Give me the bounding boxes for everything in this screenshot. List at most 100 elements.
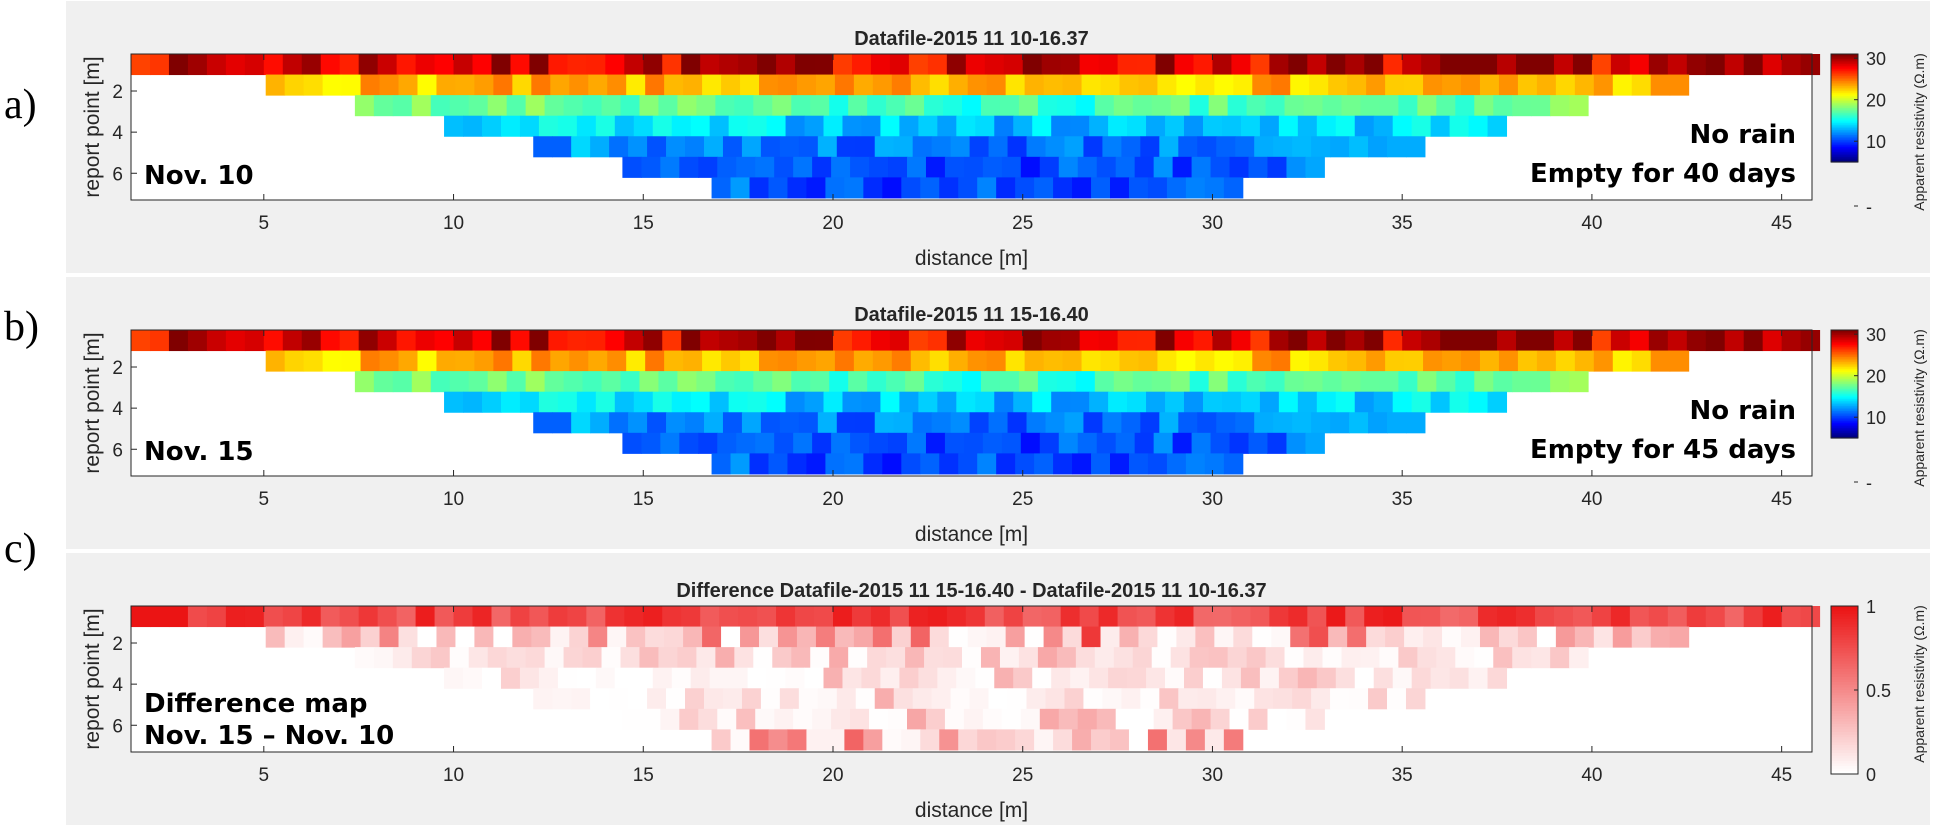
heatmap-cell	[1650, 626, 1671, 648]
heatmap-cell	[1366, 350, 1386, 372]
heatmap-cell	[398, 626, 418, 648]
colorbar-swatch	[1831, 758, 1858, 762]
heatmap-cell	[434, 330, 455, 352]
colorbar-swatch	[1831, 655, 1858, 660]
heatmap-cell	[1392, 115, 1413, 137]
x-tick-label: 20	[822, 489, 843, 510]
colorbar-swatch	[1831, 745, 1858, 749]
heatmap-cell	[1151, 647, 1172, 669]
heatmap-cell	[662, 54, 682, 76]
heatmap-cell	[1290, 74, 1310, 96]
heatmap-cell	[777, 626, 798, 648]
heatmap-cell	[1013, 115, 1033, 137]
heatmap-cell	[851, 606, 872, 628]
heatmap-cell	[487, 371, 508, 393]
heatmap-cell	[1341, 647, 1361, 669]
heatmap-cell	[1648, 54, 1669, 76]
heatmap-cell	[628, 688, 648, 710]
heatmap-cell	[984, 54, 1005, 76]
heatmap-cell	[1335, 115, 1356, 137]
colorbar-swatch	[1831, 392, 1858, 395]
heatmap-cell	[709, 667, 730, 689]
heatmap-cell	[1648, 606, 1669, 628]
heatmap-cell	[1189, 95, 1210, 117]
colorbar-swatch	[1831, 619, 1858, 623]
colorbar-swatch	[1831, 737, 1858, 741]
colorbar-swatch	[1831, 335, 1858, 338]
heatmap-cell	[1248, 156, 1268, 178]
heatmap-cell	[1191, 156, 1212, 178]
heatmap-cell	[1781, 330, 1802, 352]
heatmap-cell	[703, 412, 724, 434]
heatmap-cell	[1229, 708, 1250, 730]
heatmap-cell	[1128, 453, 1149, 475]
heatmap-cell	[1170, 647, 1191, 669]
heatmap-cell	[795, 54, 815, 76]
heatmap-cell	[1176, 74, 1196, 96]
heatmap-cell	[1147, 453, 1168, 475]
heatmap-cell	[1368, 136, 1388, 158]
heatmap-cell	[1015, 729, 1035, 751]
heatmap-cell	[510, 330, 530, 352]
heatmap-cell	[829, 95, 849, 117]
y-tick-label: 2	[112, 82, 123, 103]
heatmap-cell	[1060, 606, 1081, 628]
colorbar-swatch	[1831, 367, 1858, 370]
heatmap-cell	[1455, 95, 1475, 117]
heatmap-cell	[901, 453, 921, 475]
annotation-left: Nov. 10	[144, 161, 254, 191]
colorbar-swatch	[1831, 97, 1858, 101]
heatmap-cell	[1569, 647, 1589, 669]
heatmap-cell	[1278, 667, 1299, 689]
heatmap-cell	[899, 667, 919, 689]
heatmap-cell	[1328, 626, 1348, 648]
colorbar-swatch	[1831, 436, 1858, 439]
heatmap-cell	[924, 95, 944, 117]
heatmap-cell	[1208, 95, 1229, 117]
heatmap-cell	[1227, 95, 1248, 117]
colorbar-swatch	[1831, 358, 1858, 361]
heatmap-cell	[533, 688, 553, 710]
colorbar-swatch	[1831, 111, 1858, 114]
heatmap-cell	[1056, 647, 1077, 669]
heatmap-cell	[806, 453, 826, 475]
heatmap-cell	[360, 350, 381, 372]
heatmap-cell	[1468, 115, 1489, 137]
heatmap-cell	[641, 432, 661, 454]
heatmap-cell	[1743, 54, 1764, 76]
heatmap-cell	[1341, 371, 1361, 393]
heatmap-cell	[411, 95, 432, 117]
colorbar-swatch	[1831, 119, 1858, 123]
heatmap-cell	[1360, 647, 1380, 669]
heatmap-cell	[702, 350, 722, 372]
heatmap-cell	[867, 371, 887, 393]
heatmap-cell	[487, 647, 508, 669]
heatmap-cell	[1018, 95, 1039, 117]
heatmap-cell	[814, 606, 834, 628]
heatmap-cell	[1354, 391, 1375, 413]
heatmap-cell	[785, 391, 806, 413]
heatmap-cell	[1493, 371, 1513, 393]
colorbar-swatch	[1831, 732, 1858, 736]
heatmap-cell	[1411, 667, 1432, 689]
heatmap-cell	[844, 729, 864, 751]
heatmap-cell	[1043, 626, 1064, 648]
heatmap-cell	[1089, 115, 1109, 137]
heatmap-cell	[681, 54, 701, 76]
heatmap-cell	[842, 391, 862, 413]
heatmap-cell	[595, 115, 616, 137]
heatmap-cell	[1531, 371, 1551, 393]
heatmap-cell	[1128, 729, 1149, 751]
heatmap-cell	[1115, 708, 1136, 730]
heatmap-cell	[717, 708, 737, 730]
heatmap-cell	[888, 156, 908, 178]
heatmap-cell	[633, 115, 654, 137]
heatmap-cell	[1003, 606, 1024, 628]
heatmap-cell	[544, 95, 565, 117]
heatmap-cell	[1366, 626, 1386, 648]
colorbar-swatch	[1831, 378, 1858, 382]
heatmap-cell	[1024, 626, 1045, 648]
chart-title: Difference Datafile-2015 11 15-16.40 - D…	[676, 580, 1266, 602]
heatmap-cell	[893, 688, 914, 710]
heatmap-cell	[755, 432, 775, 454]
